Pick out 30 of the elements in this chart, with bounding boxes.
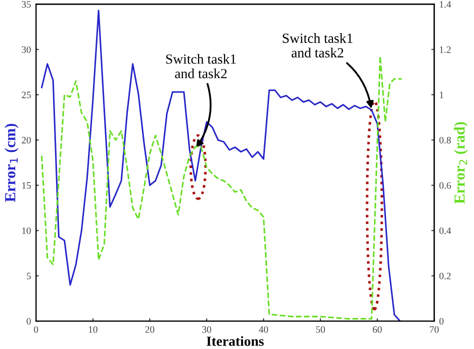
y2-tick-label: 0.6 <box>439 182 451 189</box>
x-tick-label: 50 <box>316 326 325 333</box>
y2-tick-label: 0 <box>439 318 444 325</box>
y2-tick-label: 1.4 <box>440 1 452 8</box>
y-tick-label: 0 <box>26 318 31 325</box>
y-tick-label: 5 <box>26 272 31 280</box>
x-axis-title: Iterations <box>206 336 264 346</box>
y-tick-label: 25 <box>22 92 31 98</box>
annotation: Switch task1 and task2 <box>282 33 352 58</box>
x-tick-label: 40 <box>258 326 268 333</box>
line-series <box>40 10 401 322</box>
y-axis-title: Error$_{1}$ (cm) <box>4 124 18 202</box>
x-tick-label: 60 <box>372 326 382 333</box>
x-tick-label: 0 <box>34 326 38 333</box>
x-tick-label: 30 <box>202 326 212 333</box>
y-tick-label: 15 <box>22 182 31 189</box>
y2-tick-label: 0.2 <box>439 272 451 280</box>
y2-tick-label: 0.4 <box>439 227 452 234</box>
y-tick-label: 20 <box>22 136 31 144</box>
y2-tick-label: 0.8 <box>439 136 451 144</box>
x-tick-label: 20 <box>145 326 154 333</box>
y2-axis-title: Error$_{2}$ (rad) <box>454 122 468 204</box>
y2-tick-label: 1 <box>440 92 444 98</box>
y-tick-label: 35 <box>22 1 31 8</box>
y2-tick-label: 1.2 <box>440 46 451 53</box>
x-tick-label: 10 <box>88 326 98 333</box>
y-tick-label: 30 <box>22 46 31 53</box>
annotation: Switch task1 and task2 <box>166 54 236 78</box>
y-tick-label: 10 <box>22 227 31 234</box>
x-tick-label: 70 <box>430 326 439 333</box>
